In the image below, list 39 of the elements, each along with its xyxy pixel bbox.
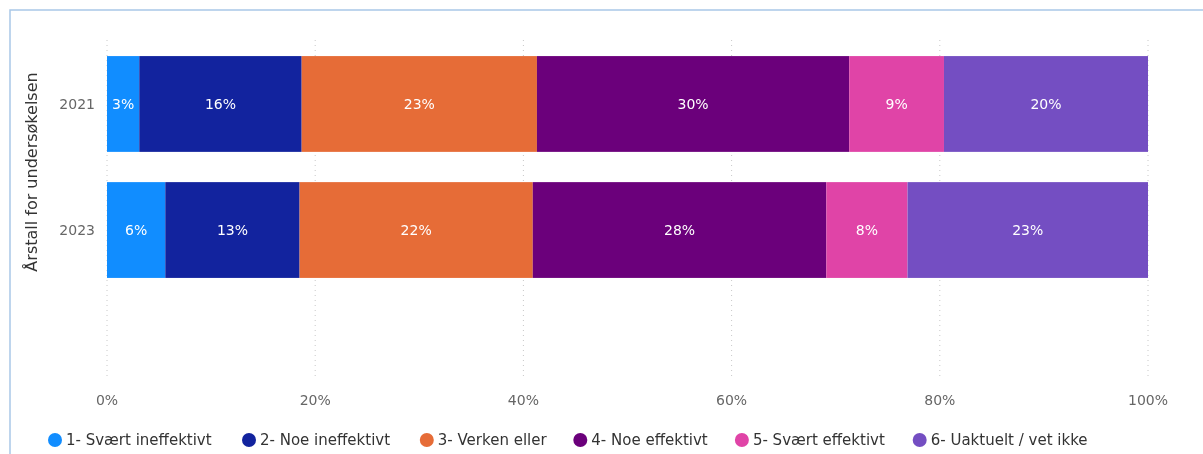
- bar: [139, 56, 302, 152]
- data-label: 9%: [885, 95, 908, 112]
- x-tick-label: 0%: [95, 391, 119, 408]
- x-tick-label: 40%: [507, 391, 539, 408]
- legend-label: 5- Svært effektivt: [752, 431, 885, 450]
- data-label: 23%: [403, 95, 435, 112]
- y-axis-title: Årstall for undersøkelsen: [22, 72, 41, 272]
- bar: [299, 182, 533, 278]
- y-tick-label: 2021: [59, 95, 95, 112]
- bar: [107, 182, 166, 278]
- x-tick-label: 100%: [1127, 391, 1169, 408]
- x-tick-label: 20%: [299, 391, 331, 408]
- legend-label: 4- Noe effektivt: [591, 431, 708, 450]
- legend-label: 6- Uaktuelt / vet ikke: [930, 431, 1088, 450]
- bar: [301, 56, 537, 152]
- legend-label: 3- Verken eller: [437, 431, 548, 450]
- bar: [943, 56, 1148, 152]
- bar: [107, 56, 140, 152]
- x-tick-label: 80%: [924, 391, 956, 408]
- bar: [907, 182, 1148, 278]
- data-label: 20%: [1030, 95, 1062, 112]
- bar: [165, 182, 300, 278]
- data-label: 6%: [125, 221, 148, 238]
- y-tick-label: 2023: [59, 221, 95, 238]
- data-label: 16%: [204, 95, 237, 112]
- bar: [532, 182, 827, 278]
- data-label: 28%: [663, 221, 696, 238]
- x-tick-label: 60%: [716, 391, 748, 408]
- data-label: 13%: [216, 221, 248, 238]
- bar: [536, 56, 850, 152]
- data-label: 23%: [1012, 221, 1044, 238]
- bar: [849, 56, 944, 152]
- data-label: 3%: [112, 95, 135, 112]
- data-label: 22%: [400, 221, 432, 238]
- legend-label: 1- Svært ineffektivt: [66, 431, 212, 450]
- data-label: 8%: [855, 221, 879, 238]
- bar: [826, 182, 908, 278]
- data-label: 30%: [677, 95, 709, 112]
- legend-label: 2- Noe ineffektivt: [260, 431, 391, 450]
